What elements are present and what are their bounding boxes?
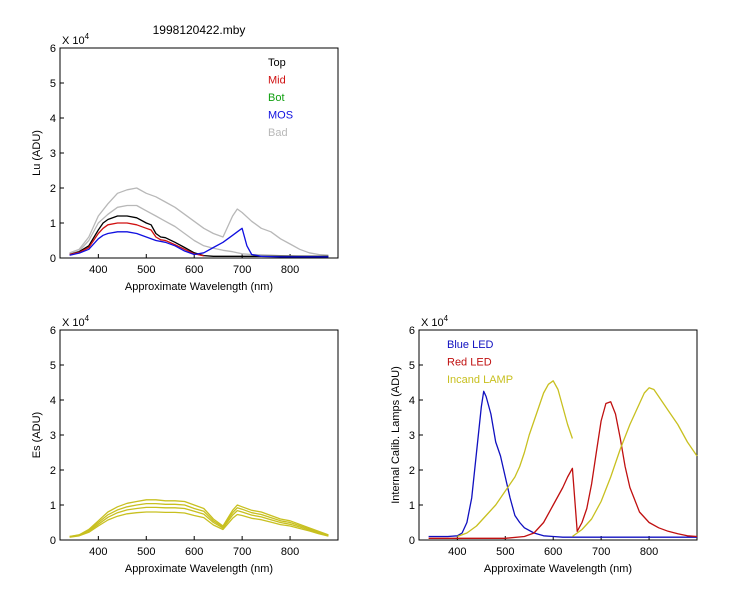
lu-x-tick-label: 600: [185, 264, 203, 276]
lamps-x-tick-label: 800: [640, 546, 658, 558]
lamps-series-line-incand: [457, 380, 574, 538]
lamps-y-tick-label: 5: [409, 360, 415, 372]
lamps-y-tick-label: 1: [409, 500, 415, 512]
es-y-tick-label: 1: [50, 500, 56, 512]
lu-y-tick-label: 4: [50, 113, 56, 125]
lamps-y-tick-label: 3: [409, 430, 415, 442]
lu-panel: 1998120422.mby 400 500 600 700 800 0 1 2 3 4 5 6 X…: [31, 23, 339, 293]
lamps-y-tick-label: 0: [409, 535, 415, 547]
lamps-exponent: 4: [444, 314, 449, 323]
lu-x-tick-label: 800: [281, 264, 299, 276]
lamps-legend: Blue LED Red LED Incand LAMP: [447, 339, 513, 386]
lu-series-line-top: [69, 215, 329, 257]
es-exponent-label: X 104: [62, 314, 90, 329]
es-panel: 400 500 600 700 800 0 1 2 3 4 5 6 X 104 Approximat…: [31, 314, 339, 575]
es-y-tick-label: 0: [50, 535, 56, 547]
lu-axes-box: [59, 47, 339, 259]
es-x-ticks: 400 500 600 700 800: [89, 536, 299, 558]
lamps-y-label: Internal Calib. Lamps (ADU): [390, 366, 402, 504]
es-y-tick-label: 5: [50, 360, 56, 372]
es-series-line-es: [69, 511, 329, 538]
lu-y-tick-label: 5: [50, 78, 56, 90]
lu-series: [69, 187, 329, 258]
es-x-tick-label: 800: [281, 546, 299, 558]
lamps-legend-entry: Blue LED: [447, 339, 494, 351]
es-x-tick-label: 500: [137, 546, 155, 558]
lamps-y-ticks: 0 1 2 3 4 5 6: [409, 325, 423, 547]
lamps-x-tick-label: 600: [544, 546, 562, 558]
lu-series-line-mid: [69, 222, 204, 257]
lamps-panel: 400 500 600 700 800 0 1 2 3 4 5 6 X 104 Approximat…: [390, 314, 698, 575]
es-y-label: Es (ADU): [31, 412, 43, 458]
lu-y-tick-label: 2: [50, 183, 56, 195]
es-x-tick-label: 400: [89, 546, 107, 558]
lu-title: 1998120422.mby: [153, 23, 246, 37]
lu-series-line-mos: [69, 227, 329, 258]
lu-y-tick-label: 0: [50, 253, 56, 265]
es-series-line-es: [69, 499, 329, 538]
lu-y-tick-label: 1: [50, 218, 56, 230]
lu-exponent-label: X 104: [62, 32, 90, 47]
es-series-line-es: [69, 506, 329, 538]
lu-x-tick-label: 400: [89, 264, 107, 276]
es-y-ticks: 0 1 2 3 4 5 6: [50, 325, 64, 547]
es-y-tick-label: 6: [50, 325, 56, 337]
lu-y-ticks: 0 1 2 3 4 5 6: [50, 43, 64, 265]
lamps-exponent-label: X 104: [421, 314, 449, 329]
es-y-tick-label: 3: [50, 430, 56, 442]
es-x-tick-label: 600: [185, 546, 203, 558]
lu-legend-entry: Mid: [268, 75, 286, 87]
lu-series-line-bad: [69, 187, 329, 256]
lu-legend: Top Mid Bot MOS Bad: [268, 57, 293, 139]
lu-y-label: Lu (ADU): [31, 130, 43, 176]
lu-x-tick-label: 700: [233, 264, 251, 276]
lamps-series: [428, 380, 698, 539]
lamps-x-label: Approximate Wavelength (nm): [484, 563, 632, 575]
lamps-x-tick-label: 400: [448, 546, 466, 558]
es-axes-box: [59, 329, 339, 541]
lamps-x-ticks: 400 500 600 700 800: [448, 536, 658, 558]
lamps-series-line-red-led: [428, 401, 698, 539]
lamps-series-line-incand: [572, 387, 698, 538]
es-series: [69, 499, 329, 538]
lu-y-tick-label: 3: [50, 148, 56, 160]
lu-legend-entry: Bad: [268, 127, 288, 139]
lu-x-tick-label: 500: [137, 264, 155, 276]
lamps-x-tick-label: 700: [592, 546, 610, 558]
lu-x-ticks: 400 500 600 700 800: [89, 254, 299, 276]
es-y-tick-label: 4: [50, 395, 56, 407]
es-y-tick-label: 2: [50, 465, 56, 477]
lu-legend-entry: Top: [268, 57, 286, 69]
lamps-series-line-blue-led: [428, 390, 697, 538]
lu-series-line-bad: [69, 204, 329, 258]
lamps-x-tick-label: 500: [496, 546, 514, 558]
lamps-y-tick-label: 2: [409, 465, 415, 477]
lu-x-label: Approximate Wavelength (nm): [125, 281, 273, 293]
es-exponent: 4: [85, 314, 90, 323]
lu-y-tick-label: 6: [50, 43, 56, 55]
lu-legend-entry: Bot: [268, 92, 285, 104]
lu-legend-entry: MOS: [268, 110, 293, 122]
lamps-y-tick-label: 4: [409, 395, 415, 407]
es-x-tick-label: 700: [233, 546, 251, 558]
es-series-line-es: [69, 502, 329, 538]
lamps-y-tick-label: 6: [409, 325, 415, 337]
es-x-label: Approximate Wavelength (nm): [125, 563, 273, 575]
lamps-legend-entry: Red LED: [447, 357, 492, 369]
lamps-legend-entry: Incand LAMP: [447, 374, 513, 386]
lu-exponent: 4: [85, 32, 90, 41]
